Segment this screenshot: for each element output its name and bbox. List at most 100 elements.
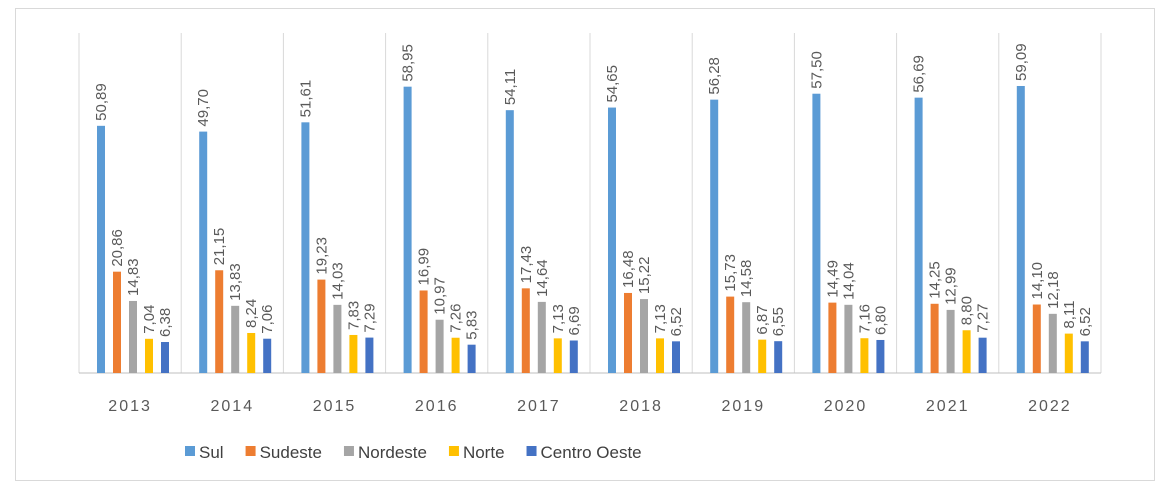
bar xyxy=(860,338,869,373)
legend-swatch xyxy=(185,446,195,456)
data-label: 6,38 xyxy=(157,308,174,337)
bar xyxy=(774,341,783,373)
legend-label: Centro Oeste xyxy=(541,443,642,462)
bar xyxy=(467,344,476,373)
legend-label: Norte xyxy=(463,443,505,462)
bar xyxy=(301,122,310,373)
bar xyxy=(1016,85,1025,374)
x-tick-label: 2022 xyxy=(1028,398,1072,415)
data-label: 14,10 xyxy=(1029,262,1046,300)
bar xyxy=(624,292,632,373)
x-tick-label: 2018 xyxy=(619,398,663,415)
data-label: 7,13 xyxy=(652,304,669,333)
bar xyxy=(113,271,121,373)
data-label: 56,69 xyxy=(911,55,928,93)
bar xyxy=(844,304,853,373)
data-label: 21,15 xyxy=(211,228,228,266)
bar xyxy=(521,288,530,373)
bar xyxy=(914,97,923,374)
data-label: 13,83 xyxy=(227,263,244,301)
bar xyxy=(435,319,444,373)
bar xyxy=(349,334,358,373)
data-label: 14,03 xyxy=(329,262,346,300)
data-label: 19,23 xyxy=(313,237,330,275)
data-label: 8,24 xyxy=(243,299,260,328)
bar xyxy=(199,131,208,373)
bar xyxy=(247,332,256,373)
x-tick-label: 2015 xyxy=(313,398,357,415)
bar xyxy=(129,300,137,373)
legend-swatch xyxy=(526,446,537,456)
bar xyxy=(145,338,153,373)
data-label: 16,99 xyxy=(416,248,433,286)
x-tick-label: 2016 xyxy=(415,398,459,415)
data-label: 14,64 xyxy=(534,259,551,297)
data-label: 51,61 xyxy=(297,80,314,118)
bar xyxy=(672,341,680,373)
data-label: 6,52 xyxy=(668,307,685,336)
data-label: 17,43 xyxy=(518,246,535,284)
data-label: 8,80 xyxy=(959,296,976,325)
bar xyxy=(828,302,837,373)
x-tick-label: 2017 xyxy=(517,398,561,415)
data-label: 15,73 xyxy=(722,254,739,292)
bar xyxy=(640,299,648,373)
bar xyxy=(1048,313,1057,373)
bar xyxy=(231,305,240,373)
data-label: 57,50 xyxy=(808,51,825,89)
data-label: 54,65 xyxy=(604,65,621,103)
legend-label: Sudeste xyxy=(260,443,322,462)
data-label: 6,80 xyxy=(872,306,889,335)
data-label: 16,48 xyxy=(620,250,637,288)
bar xyxy=(365,337,374,373)
bar xyxy=(263,338,272,373)
data-label: 5,83 xyxy=(464,310,481,339)
data-label: 8,11 xyxy=(1061,301,1078,329)
bar xyxy=(962,330,971,373)
bar xyxy=(656,338,664,373)
data-label: 7,16 xyxy=(856,304,873,333)
data-label: 56,28 xyxy=(706,57,723,95)
x-tick-label: 2020 xyxy=(824,398,868,415)
legend-label: Nordeste xyxy=(358,443,427,462)
bar xyxy=(215,270,224,373)
bar xyxy=(978,337,987,373)
x-tick-label: 2021 xyxy=(926,398,970,415)
bar xyxy=(569,340,578,373)
bar xyxy=(946,309,955,373)
legend-swatch xyxy=(245,446,256,456)
data-label: 58,95 xyxy=(400,44,417,82)
bar xyxy=(537,301,546,373)
bar xyxy=(333,304,342,373)
x-tick-label: 2013 xyxy=(108,398,152,415)
data-label: 15,22 xyxy=(636,257,653,295)
data-label: 10,97 xyxy=(432,277,449,315)
bar xyxy=(608,107,616,374)
chart-frame xyxy=(15,8,1155,481)
bar xyxy=(317,279,326,373)
bar xyxy=(930,303,939,373)
data-label: 14,83 xyxy=(125,258,142,296)
data-label: 12,18 xyxy=(1045,271,1062,309)
data-label: 7,83 xyxy=(345,301,362,330)
data-label: 49,70 xyxy=(195,89,212,127)
data-label: 6,69 xyxy=(566,306,583,335)
bar xyxy=(451,337,460,373)
data-label: 59,09 xyxy=(1013,43,1030,81)
legend-swatch xyxy=(448,446,459,456)
data-label: 7,27 xyxy=(975,303,992,332)
data-label: 50,89 xyxy=(93,83,110,121)
data-label: 14,49 xyxy=(824,260,841,298)
bar xyxy=(710,99,719,373)
x-tick-label: 2019 xyxy=(722,398,766,415)
data-label: 54,11 xyxy=(502,69,519,105)
bar xyxy=(758,339,767,373)
data-label: 12,99 xyxy=(943,267,960,305)
data-label: 7,04 xyxy=(141,305,158,334)
legend-swatch xyxy=(343,446,354,456)
data-label: 20,86 xyxy=(109,229,126,267)
x-tick-label: 2014 xyxy=(211,398,255,415)
bar xyxy=(553,338,562,373)
data-label: 6,87 xyxy=(754,305,771,334)
